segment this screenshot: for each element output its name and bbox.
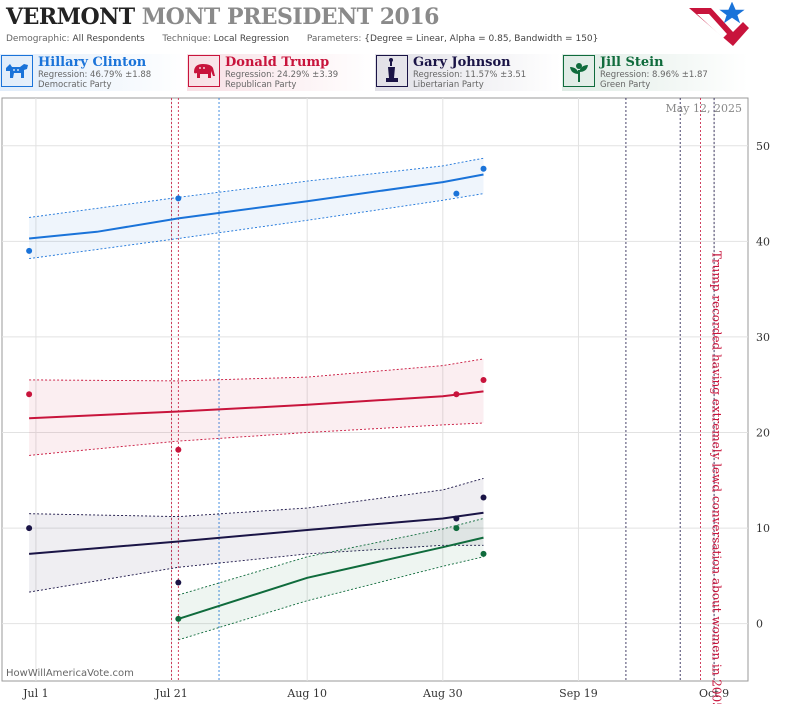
- confidence-band: [178, 518, 484, 640]
- title-state: VERMONT: [6, 4, 135, 30]
- title-race: MONT PRESIDENT 2016: [141, 4, 440, 30]
- y-tick-label: 20: [756, 427, 770, 440]
- confidence-upper-line: [29, 157, 484, 218]
- candidate-name: Donald Trump: [225, 55, 330, 70]
- donkey-icon: [1, 55, 33, 87]
- candidate-party: Green Party: [600, 80, 651, 90]
- poll-point: [480, 376, 487, 383]
- watermark: HowWillAmericaVote.com: [6, 668, 134, 679]
- candidate-regression: Regression: 11.57% ±3.51: [413, 70, 527, 80]
- confidence-lower-line: [29, 193, 484, 260]
- date-stamp: May 12, 2025: [665, 102, 742, 115]
- y-tick-label: 40: [756, 235, 770, 248]
- poll-point: [453, 391, 460, 398]
- poll-point: [26, 525, 33, 532]
- event-annotation: Trump recorded having extremely lewd con…: [709, 251, 723, 704]
- poll-point: [175, 195, 182, 202]
- poll-point: [175, 579, 182, 586]
- confidence-lower-line: [29, 544, 484, 593]
- candidate-stein[interactable]: Jill Stein Regression: 8.96% ±1.87 Green…: [562, 54, 748, 91]
- poll-point: [480, 550, 487, 557]
- x-tick-label: Oct 9: [699, 687, 729, 700]
- candidate-details: Regression: 8.96% ±1.87 Green Party: [600, 70, 708, 90]
- candidate-regression: Regression: 46.79% ±1.88: [38, 70, 152, 80]
- y-tick-label: 0: [756, 618, 763, 631]
- x-tick-label: Aug 10: [286, 687, 327, 700]
- poll-point: [26, 247, 33, 254]
- poll-point: [453, 525, 460, 532]
- y-tick-label: 50: [756, 140, 770, 153]
- elephant-icon: [188, 55, 220, 87]
- parameters-label: Parameters:: [306, 34, 362, 44]
- candidate-clinton[interactable]: Hillary Clinton Regression: 46.79% ±1.88…: [0, 54, 186, 91]
- candidate-legend: Hillary Clinton Regression: 46.79% ±1.88…: [0, 54, 789, 92]
- poll-point: [480, 494, 487, 501]
- confidence-lower-line: [178, 556, 484, 641]
- candidate-details: Regression: 11.57% ±3.51 Libertarian Par…: [413, 70, 526, 90]
- poll-point: [175, 446, 182, 453]
- x-tick-label: Aug 30: [422, 687, 463, 700]
- poll-point: [480, 165, 487, 172]
- y-tick-label: 10: [756, 522, 770, 535]
- candidate-regression: Regression: 24.29% ±3.39: [225, 70, 339, 80]
- candidate-trump[interactable]: Donald Trump Regression: 24.29% ±3.39 Re…: [187, 54, 373, 91]
- poll-chart: 0 10 20 30 40 50 Jul 1 Jul 21 Aug 10 Aug 30 Sep 19…: [1, 97, 770, 704]
- candidate-details: Regression: 24.29% ±3.39 Republican Part…: [225, 70, 338, 90]
- poll-point: [175, 615, 182, 622]
- candidate-party: Libertarian Party: [413, 80, 484, 90]
- confidence-upper-line: [178, 518, 484, 596]
- demographic-label: Demographic:: [6, 34, 70, 44]
- regression-line: [177, 536, 484, 620]
- technique-value: Local Regression: [213, 34, 290, 44]
- y-tick-label: 30: [756, 331, 770, 344]
- candidate-regression: Regression: 8.96% ±1.87: [600, 70, 708, 80]
- technique-label: Technique:: [162, 34, 211, 44]
- confidence-upper-line: [29, 477, 484, 518]
- parameters-value: {Degree = Linear, Alpha = 0.85, Bandwidt…: [364, 34, 599, 44]
- poll-point: [453, 190, 460, 197]
- plot-frame: [1, 97, 749, 682]
- demographic-value: All Respondents: [72, 34, 145, 44]
- header: VERMONT MONT PRESIDENT 2016 Demographic:…: [0, 0, 789, 52]
- leaf-flower-icon: [563, 55, 595, 87]
- candidate-name: Hillary Clinton: [38, 55, 147, 70]
- regression-line: [29, 173, 484, 240]
- poll-point: [453, 515, 460, 522]
- candidate-johnson[interactable]: Gary Johnson Regression: 11.57% ±3.51 Li…: [375, 54, 561, 91]
- site-logo[interactable]: [689, 2, 749, 50]
- x-tick-label: Jul 1: [22, 687, 49, 700]
- candidate-name: Gary Johnson: [413, 55, 511, 70]
- candidate-details: Regression: 46.79% ±1.88 Democratic Part…: [38, 70, 151, 90]
- page-title: VERMONT MONT PRESIDENT 2016: [6, 4, 439, 30]
- candidate-name: Jill Stein: [600, 55, 664, 70]
- poll-point: [26, 391, 33, 398]
- candidate-party: Republican Party: [225, 80, 297, 90]
- candidate-party: Democratic Party: [38, 80, 112, 90]
- x-tick-label: Jul 21: [154, 687, 188, 700]
- confidence-lower-line: [29, 422, 484, 456]
- x-tick-label: Sep 19: [559, 687, 598, 700]
- parameters-line: Demographic: All Respondents Technique: …: [6, 34, 598, 44]
- liberty-statue-icon: [376, 55, 408, 87]
